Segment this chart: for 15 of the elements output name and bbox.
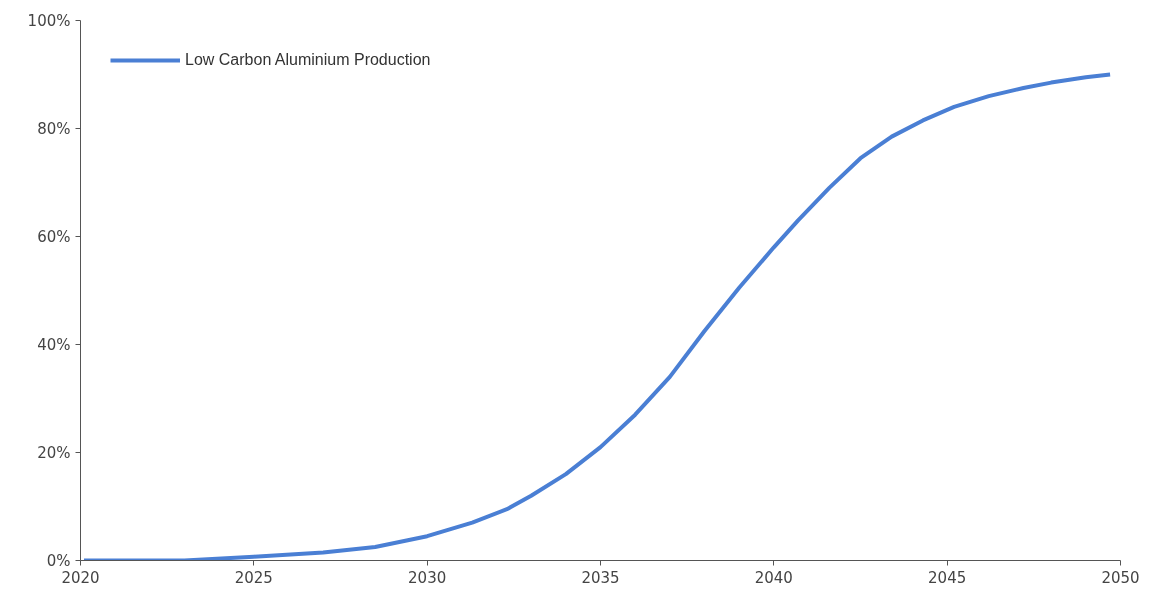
y-tick-label: 40% (37, 335, 71, 354)
y-tick-label: 80% (37, 119, 71, 138)
line-series (81, 72, 1113, 561)
y-tick-label: 60% (37, 227, 71, 246)
y-tick-label: 20% (37, 443, 71, 462)
x-tick-label: 2050 (1101, 568, 1140, 587)
x-tick-label: 2035 (581, 568, 620, 587)
y-tick-label: 0% (46, 551, 71, 570)
x-tick-label: 2025 (234, 568, 273, 587)
y-tick-label: 100% (27, 11, 71, 30)
x-tick-label: 2040 (754, 568, 793, 587)
legend-label: Low Carbon Aluminium Production (185, 51, 431, 69)
x-tick-label: 2030 (408, 568, 447, 587)
x-tick-label: 2020 (61, 568, 100, 587)
x-tick-label: 2045 (928, 568, 967, 587)
